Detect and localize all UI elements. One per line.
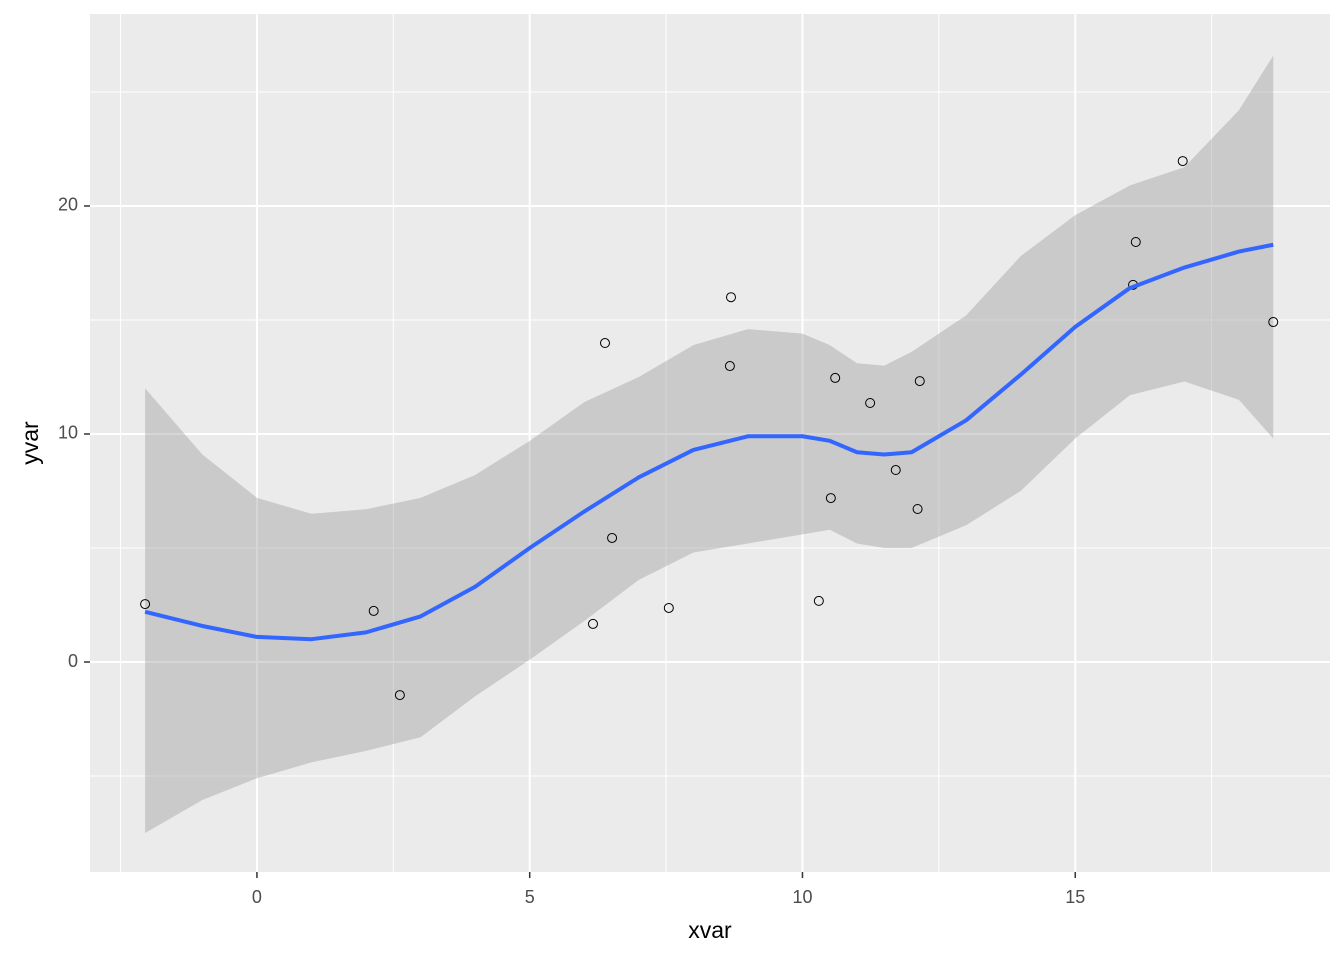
point bbox=[140, 599, 151, 610]
point bbox=[1268, 317, 1279, 328]
point bbox=[607, 532, 618, 543]
point bbox=[1177, 156, 1188, 167]
x-tick-label: 10 bbox=[792, 887, 812, 907]
x-tick-label: 15 bbox=[1065, 887, 1085, 907]
point bbox=[726, 292, 737, 303]
x-axis-title: xvar bbox=[688, 917, 732, 943]
point bbox=[825, 493, 836, 504]
point bbox=[865, 397, 876, 408]
point bbox=[724, 361, 735, 372]
point bbox=[599, 338, 610, 349]
point bbox=[663, 602, 674, 613]
x-tick-label: 0 bbox=[252, 887, 262, 907]
point bbox=[813, 595, 824, 606]
x-tick-label: 5 bbox=[525, 887, 535, 907]
smooth-line bbox=[144, 242, 1274, 642]
y-tick-label: 0 bbox=[68, 651, 78, 671]
point bbox=[394, 690, 405, 701]
point bbox=[587, 618, 598, 629]
panel bbox=[90, 14, 1330, 872]
point bbox=[368, 605, 379, 616]
point bbox=[912, 504, 923, 515]
y-tick-label: 10 bbox=[58, 423, 78, 443]
y-axis-title: yvar bbox=[17, 421, 43, 465]
point bbox=[914, 376, 925, 387]
point bbox=[830, 372, 841, 383]
point bbox=[1130, 237, 1141, 248]
point bbox=[890, 465, 901, 476]
y-tick-label: 20 bbox=[58, 195, 78, 215]
